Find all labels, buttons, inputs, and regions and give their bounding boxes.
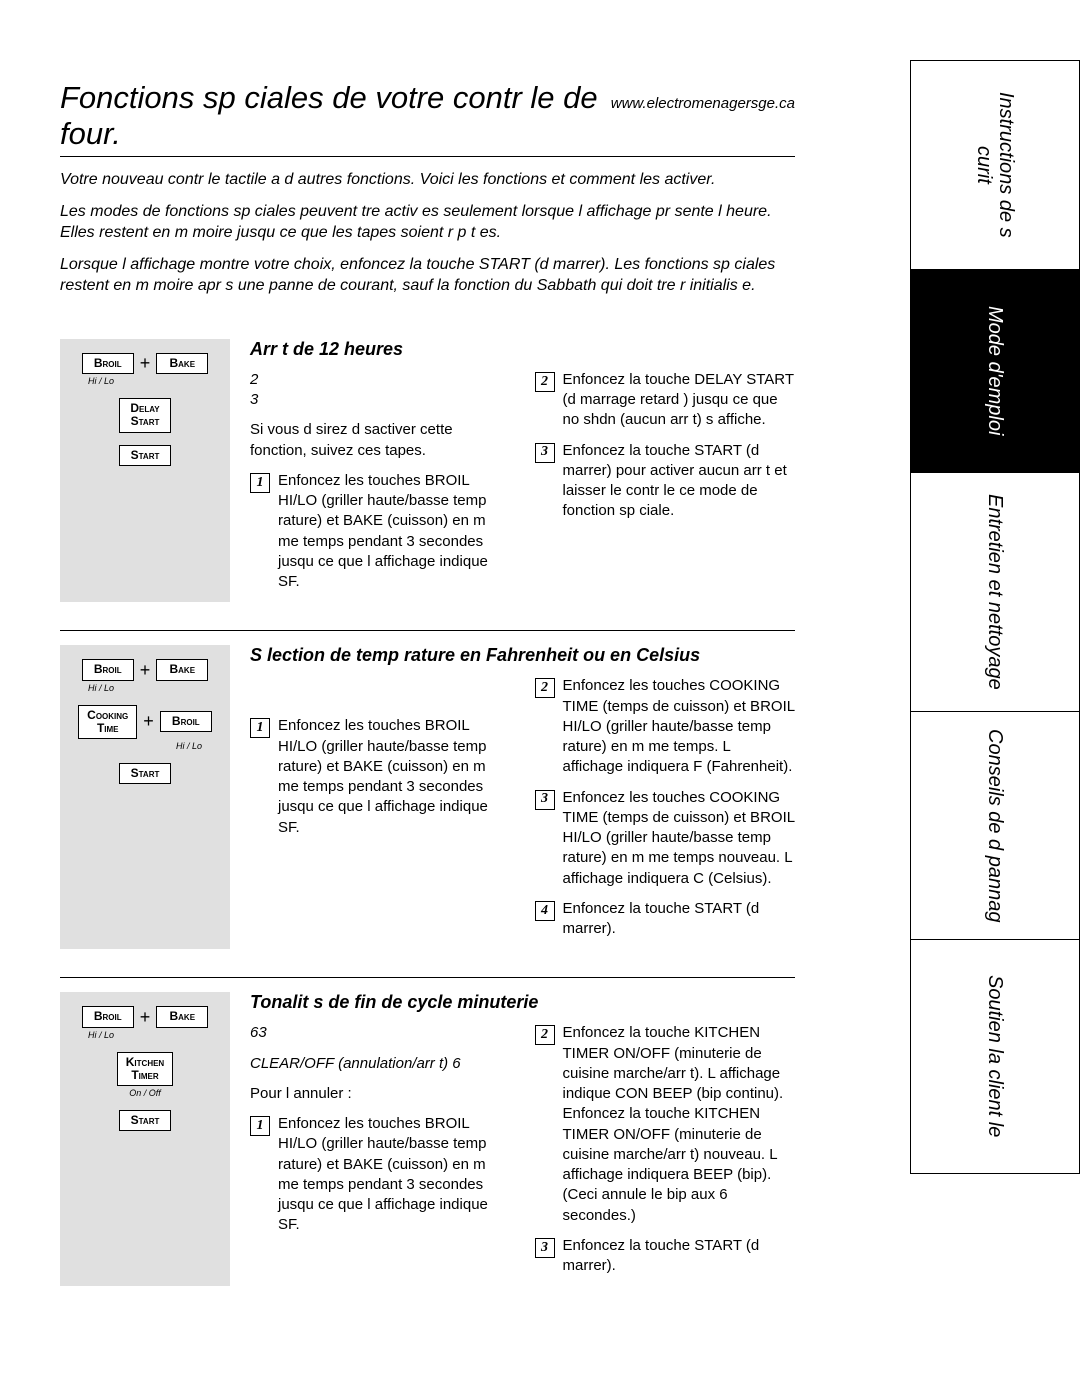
- bake-button: Bake: [156, 1006, 208, 1027]
- tab-mode-demploi[interactable]: Mode d'emploi: [910, 269, 1080, 474]
- step-number: 3: [535, 443, 555, 463]
- section3-prelude: Pour l annuler :: [250, 1084, 511, 1104]
- bake-button: Bake: [156, 353, 208, 374]
- tab-soutien[interactable]: Soutien la client le: [910, 939, 1080, 1174]
- onoff-label: On / Off: [70, 1088, 220, 1098]
- section1-prelude: Si vous d sirez d sactiver cette fonctio…: [250, 420, 511, 461]
- step-number: 1: [250, 473, 270, 493]
- step-number: 3: [535, 790, 555, 810]
- plus-icon: +: [143, 711, 154, 732]
- hilo-label: Hi / Lo: [70, 1030, 220, 1040]
- hilo-label: Hi / Lo: [70, 683, 220, 693]
- intro-p2: Les modes de fonctions sp ciales peuvent…: [60, 201, 795, 244]
- broil-button: Broil: [82, 1006, 134, 1027]
- section1-step1: Enfoncez les touches BROIL HI/LO (grille…: [278, 471, 511, 593]
- diagram-2: Broil + Bake Hi / Lo Cooking Time + Broi…: [60, 645, 230, 949]
- tab-entretien[interactable]: Entretien et nettoyage: [910, 472, 1080, 712]
- section2-step1: Enfoncez les touches BROIL HI/LO (grille…: [278, 716, 511, 838]
- step-number: 4: [535, 901, 555, 921]
- start-button: Start: [119, 763, 171, 784]
- intro-p1: Votre nouveau contr le tactile a d autre…: [60, 169, 795, 191]
- step-number: 2: [535, 372, 555, 392]
- step-number: 2: [535, 1025, 555, 1045]
- intro-block: Votre nouveau contr le tactile a d autre…: [60, 169, 795, 297]
- delay-start-button: Delay Start: [119, 398, 171, 432]
- diagram-3: Broil + Bake Hi / Lo Kitchen Timer On / …: [60, 992, 230, 1286]
- section3-prelude-mid: CLEAR/OFF (annulation/arr t) 6: [250, 1054, 511, 1074]
- bake-button: Bake: [156, 659, 208, 680]
- section1-step3: Enfoncez la touche START (d marrer) pour…: [563, 441, 796, 522]
- section3-prelude-top: 63: [250, 1023, 511, 1043]
- start-button: Start: [119, 1110, 171, 1131]
- section3-step1: Enfoncez les touches BROIL HI/LO (grille…: [278, 1114, 511, 1236]
- broil-button: Broil: [160, 711, 212, 732]
- section3-step2: Enfoncez la touche KITCHEN TIMER ON/OFF …: [563, 1023, 796, 1226]
- section2-step4: Enfoncez la touche START (d marrer).: [563, 899, 796, 940]
- section1-step2: Enfoncez la touche DELAY START (d marrag…: [563, 370, 796, 431]
- tab-conseils[interactable]: Conseils de d pannag: [910, 711, 1080, 941]
- intro-p3: Lorsque l affichage montre votre choix, …: [60, 254, 795, 297]
- plus-icon: +: [140, 1007, 151, 1028]
- plus-icon: +: [140, 353, 151, 374]
- kitchen-timer-button: Kitchen Timer: [117, 1052, 173, 1086]
- step-number: 1: [250, 1116, 270, 1136]
- hilo-label: Hi / Lo: [70, 741, 220, 751]
- plus-icon: +: [140, 660, 151, 681]
- side-tabs: Instructions de s curit Mode d'emploi En…: [910, 60, 1080, 1173]
- step-number: 1: [250, 718, 270, 738]
- tab-instructions[interactable]: Instructions de s curit: [910, 60, 1080, 270]
- hilo-label: Hi / Lo: [70, 376, 220, 386]
- cooking-time-button: Cooking Time: [78, 705, 137, 739]
- step-number: 2: [535, 678, 555, 698]
- section2-title: S lection de temp rature en Fahrenheit o…: [250, 645, 795, 666]
- section3-step3: Enfoncez la touche START (d marrer).: [563, 1236, 796, 1277]
- section2-step3: Enfoncez les touches COOKING TIME (temps…: [563, 788, 796, 889]
- diagram-1: Broil + Bake Hi / Lo Delay Start Start: [60, 339, 230, 603]
- page-title: Fonctions sp ciales de votre contr le de…: [60, 80, 611, 152]
- header-url: www.electromenagersge.ca: [611, 95, 795, 112]
- section2-step2: Enfoncez les touches COOKING TIME (temps…: [563, 676, 796, 777]
- section1-prelude-top: 2 3: [250, 370, 511, 411]
- section3-title: Tonalit s de fin de cycle minuterie: [250, 992, 795, 1013]
- section1-title: Arr t de 12 heures: [250, 339, 795, 360]
- broil-button: Broil: [82, 353, 134, 374]
- step-number: 3: [535, 1238, 555, 1258]
- start-button: Start: [119, 445, 171, 466]
- broil-button: Broil: [82, 659, 134, 680]
